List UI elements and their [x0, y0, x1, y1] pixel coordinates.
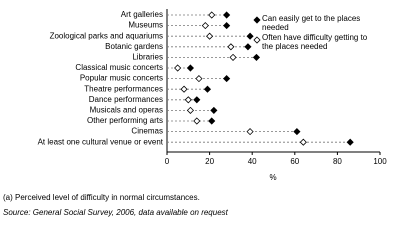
y-tick-label: Art galleries [121, 10, 163, 19]
dot [186, 64, 194, 72]
y-tick-label: Museums [128, 21, 163, 30]
source: Source: General Social Survey, 2006, dat… [3, 208, 229, 217]
legend-label: Can easily get to the places needed [262, 14, 361, 32]
x-tick-label: 60 [290, 157, 299, 166]
dot [223, 22, 231, 30]
dot [195, 75, 203, 83]
dot [299, 138, 307, 146]
y-tick-label: Theatre performances [84, 84, 163, 93]
y-tick-label: Classical music concerts [75, 63, 163, 72]
legend-label: Often have difficulty getting to the pla… [262, 33, 368, 51]
x-tick-label: 80 [333, 157, 342, 166]
x-tick-label: 20 [205, 157, 214, 166]
dot [206, 32, 214, 40]
dot [193, 96, 201, 104]
y-tick-label: Popular music concerts [80, 74, 163, 83]
x-tick-label: 40 [248, 157, 257, 166]
dot [184, 96, 192, 104]
dot [203, 85, 212, 93]
dot [246, 128, 254, 136]
dot [227, 43, 235, 51]
dot [193, 117, 201, 125]
y-tick-label: Musicals and operas [90, 106, 163, 115]
y-tick-label: Other performing arts [87, 116, 163, 125]
y-tick-label: At least one cultural venue or event [38, 137, 164, 146]
dot [186, 106, 194, 114]
page: % (a) Perceived level of difficulty in n… [3, 9, 387, 217]
dot [223, 11, 231, 19]
dot [246, 32, 254, 40]
dot [223, 75, 231, 83]
dot [174, 64, 182, 72]
dot [208, 117, 216, 125]
y-tick-label: Libraries [132, 53, 163, 62]
dot [210, 106, 218, 114]
footnote: (a) Perceived level of difficulty in nor… [3, 193, 200, 202]
y-tick-label: Zoological parks and aquariums [50, 31, 163, 40]
dot [208, 11, 216, 19]
dot [293, 128, 301, 136]
x-tick-label: 100 [373, 157, 387, 166]
x-axis-label: % [269, 173, 276, 182]
chart: % (a) Perceived level of difficulty in n… [3, 9, 387, 217]
y-tick-label: Cinemas [131, 127, 163, 136]
dot [229, 53, 237, 61]
y-tick-label: Botanic gardens [105, 42, 163, 51]
dot [244, 43, 252, 51]
y-tick-label: Dance performances [89, 95, 163, 104]
dot [252, 53, 261, 61]
dot [346, 138, 354, 146]
legend-marker [253, 36, 261, 44]
dot [201, 22, 209, 30]
dot [180, 85, 188, 93]
legend-marker [253, 16, 261, 24]
x-tick-label: 0 [165, 157, 170, 166]
